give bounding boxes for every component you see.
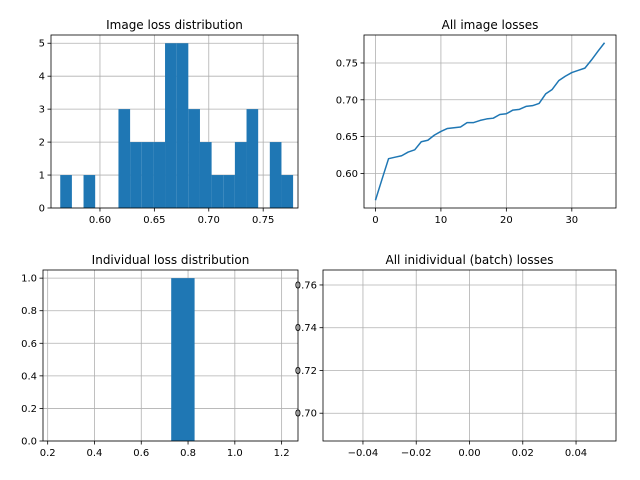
p1-bar-11 [223, 175, 235, 208]
p4-xtick-label-3: 0.02 [512, 448, 534, 459]
p1-ytick-label-1: 1 [39, 171, 45, 182]
p1-xtick-label-1: 0.65 [143, 215, 165, 226]
p1-bar-8 [188, 109, 200, 208]
p3-ytick-label-1: 0.2 [21, 404, 37, 415]
p3-bar-0 [171, 278, 194, 441]
p1-bar-3 [130, 142, 142, 208]
p2-title: All image losses [442, 18, 539, 32]
p4-xtick-label-1: −0.02 [401, 448, 432, 459]
p3-ytick-label-5: 1.0 [21, 274, 37, 285]
p1-bar-15 [281, 175, 293, 208]
p3-xtick-label-5: 1.2 [274, 448, 290, 459]
p4-ytick-label-0: 0.70 [295, 409, 317, 420]
p3-xtick-label-0: 0.2 [40, 448, 56, 459]
p4-xtick-label-0: −0.04 [348, 448, 379, 459]
p3-ytick-label-4: 0.8 [21, 306, 37, 317]
p4-ytick-label-3: 0.76 [295, 280, 317, 291]
p1-ytick-label-4: 4 [39, 72, 45, 83]
p1-title: Image loss distribution [106, 18, 243, 32]
p1-bar-4 [142, 142, 154, 208]
p1-ytick-label-3: 3 [39, 105, 45, 116]
p4-title: All inidividual (batch) losses [386, 253, 554, 267]
p3-ytick-label-3: 0.6 [21, 339, 37, 350]
p4-ytick-label-1: 0.72 [295, 366, 317, 377]
p1-bar-9 [200, 142, 212, 208]
p2-xtick-label-1: 10 [435, 215, 448, 226]
p1-ytick-label-0: 0 [39, 204, 45, 215]
p3-ytick-label-0: 0.0 [21, 437, 37, 448]
p3-title: Individual loss distribution [92, 253, 250, 267]
p2-xtick-label-0: 0 [372, 215, 378, 226]
p3-xtick-label-3: 0.8 [180, 448, 196, 459]
p4-xtick-label-4: 0.04 [565, 448, 587, 459]
p1-bar-1 [84, 175, 96, 208]
p2-ytick-label-3: 0.75 [336, 58, 358, 69]
p2-xtick-label-3: 30 [565, 215, 578, 226]
p1-bar-6 [165, 43, 177, 208]
p2-ytick-label-1: 0.65 [336, 132, 358, 143]
p1-bar-7 [177, 43, 189, 208]
p2-ytick-label-2: 0.70 [336, 95, 358, 106]
p1-ytick-label-2: 2 [39, 138, 45, 149]
p1-bar-0 [60, 175, 72, 208]
p1-ytick-label-5: 5 [39, 39, 45, 50]
p1-bar-10 [212, 175, 224, 208]
p3-xtick-label-4: 1.0 [227, 448, 243, 459]
p1-bar-5 [153, 142, 165, 208]
p1-bar-13 [247, 109, 259, 208]
p4-xtick-label-2: 0.00 [458, 448, 480, 459]
p2-ytick-label-0: 0.60 [336, 169, 358, 180]
p3-ytick-label-2: 0.4 [21, 371, 37, 382]
p1-bar-12 [235, 142, 247, 208]
p1-bar-14 [270, 142, 282, 208]
p1-xtick-label-0: 0.60 [89, 215, 111, 226]
p2-xtick-label-2: 20 [500, 215, 513, 226]
p1-bar-2 [118, 109, 130, 208]
p1-xtick-label-2: 0.70 [198, 215, 220, 226]
p3-xtick-label-1: 0.4 [87, 448, 103, 459]
p1-xtick-label-3: 0.75 [252, 215, 274, 226]
p4-ytick-label-2: 0.74 [295, 323, 317, 334]
p3-xtick-label-2: 0.6 [133, 448, 149, 459]
